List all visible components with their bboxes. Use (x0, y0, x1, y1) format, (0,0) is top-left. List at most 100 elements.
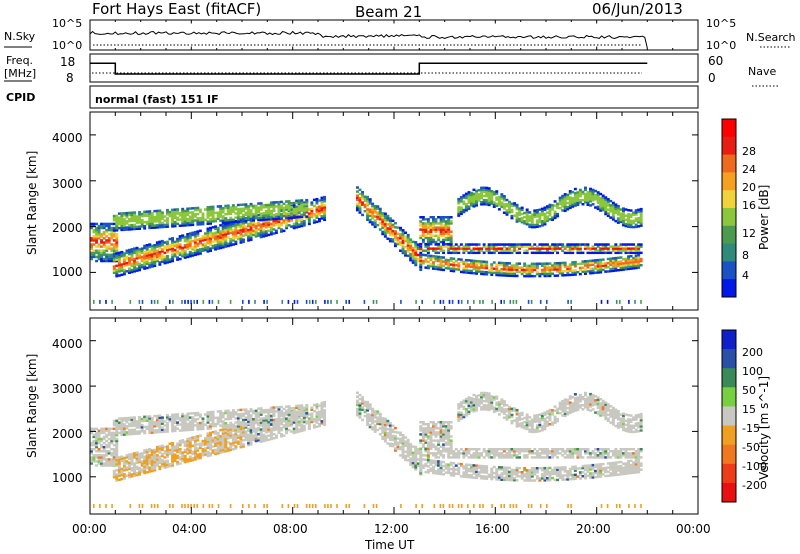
velocity-cell (229, 432, 233, 435)
velocity-cell (307, 423, 311, 426)
power-cell (604, 262, 608, 265)
power-cell (426, 242, 430, 246)
power-cell (629, 247, 633, 250)
power-cell (295, 226, 299, 229)
power-cell (90, 255, 93, 259)
power-cell (627, 217, 631, 220)
velocity-cell (117, 421, 121, 424)
velocity-cell (272, 422, 276, 426)
velocity-cell (214, 452, 218, 456)
power-cell (442, 245, 446, 248)
power-cell (601, 196, 605, 200)
power-cell (394, 244, 397, 248)
power-cell (637, 262, 641, 265)
power-cell (447, 234, 451, 238)
power-cell (586, 259, 590, 263)
power-cell (472, 249, 476, 252)
power-cell (242, 240, 245, 244)
velocity-cell (262, 409, 266, 412)
power-cell (629, 259, 633, 262)
velocity-cell (117, 474, 121, 477)
velocity-cell (254, 433, 258, 437)
power-cell (632, 219, 636, 223)
velocity-cell (221, 434, 225, 437)
power-cell (163, 219, 167, 222)
velocity-cell (158, 428, 162, 432)
power-cell (566, 245, 570, 248)
velocity-cell (277, 406, 281, 409)
power-cell (226, 230, 230, 233)
power-cell (627, 261, 631, 264)
power-cell (102, 226, 106, 230)
power-cell (181, 255, 185, 258)
power-cell (495, 190, 499, 193)
power-cell (363, 209, 367, 213)
power-cell (629, 251, 633, 255)
velocity-cell (150, 421, 154, 424)
velocity-cell (312, 426, 316, 429)
power-cell (596, 191, 600, 194)
power-cell (419, 253, 423, 256)
power-cell (244, 217, 248, 221)
velocity-cell (249, 414, 253, 417)
velocity-cell (356, 411, 359, 415)
velocity-cell (206, 415, 210, 418)
power-cell (181, 212, 185, 215)
power-cell (112, 229, 116, 232)
velocity-cell (318, 410, 321, 414)
power-cell (140, 212, 144, 216)
velocity-cell (358, 393, 362, 397)
velocity-cell (277, 408, 281, 411)
power-cell (163, 241, 167, 244)
velocity-cell (401, 444, 405, 447)
velocity-cell (221, 416, 225, 419)
power-cell (424, 228, 428, 231)
power-cell (247, 237, 251, 240)
power-cell (525, 216, 529, 220)
power-cell (601, 194, 605, 197)
power-cell (140, 249, 144, 252)
power-cell (404, 250, 408, 253)
power-cell (553, 212, 557, 216)
power-cell (404, 237, 408, 241)
power-cell (611, 259, 615, 262)
power-cell (429, 256, 433, 260)
velocity-cell (239, 412, 243, 416)
power-cell (356, 204, 359, 208)
power-cell (609, 206, 613, 209)
velocity-cell (267, 438, 271, 441)
power-cell (596, 199, 600, 202)
power-cell (434, 249, 438, 252)
power-cell (363, 205, 367, 209)
power-cell (606, 202, 610, 205)
power-cell (548, 251, 552, 255)
power-cell (548, 270, 552, 273)
power-cell (505, 203, 509, 206)
power-colorbar-swatch (722, 119, 736, 138)
power-cell (578, 194, 582, 198)
power-cell (490, 245, 494, 248)
velocity-cell (188, 451, 192, 454)
power-cell (242, 228, 245, 231)
power-cell (406, 248, 410, 251)
power-cell (581, 243, 585, 246)
velocity-cell (166, 455, 169, 458)
power-cell (122, 260, 126, 263)
power-cell (383, 216, 387, 220)
velocity-cell (262, 419, 266, 422)
power-cell (311, 299, 314, 304)
power-cell (249, 224, 253, 227)
velocity-cell (257, 418, 261, 422)
velocity-cell (163, 450, 167, 453)
velocity-cell (404, 450, 408, 454)
power-cell (153, 209, 157, 213)
power-cell (122, 226, 126, 229)
power-cell (586, 243, 590, 246)
power-cell (457, 299, 460, 304)
power-cbar-tick-4: 4 (742, 269, 749, 282)
velocity-cell (262, 429, 266, 433)
velocity-cell (318, 422, 321, 426)
power-cell (634, 299, 636, 304)
power-cell (561, 203, 565, 206)
power-cell (639, 220, 643, 223)
